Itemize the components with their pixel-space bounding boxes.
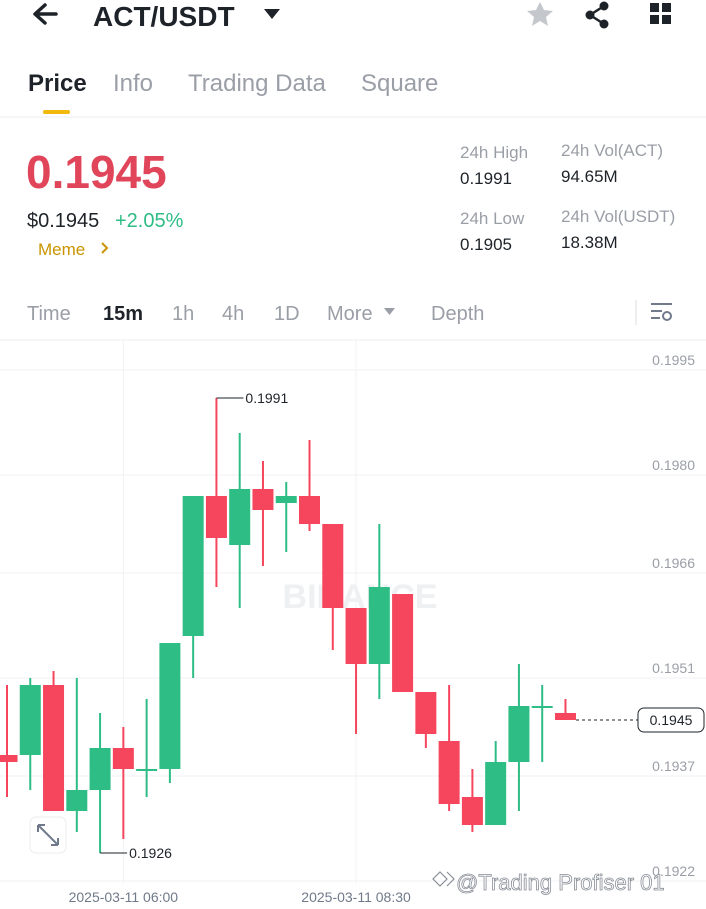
- candle-body: [392, 594, 414, 692]
- candle-body: [182, 496, 204, 636]
- tag-chevron[interactable]: [101, 242, 109, 254]
- more-dropdown[interactable]: [384, 308, 395, 315]
- tab[interactable]: Price: [28, 70, 87, 97]
- x-tick-label: 2025-03-11 08:30: [301, 889, 411, 904]
- candle-body: [485, 762, 507, 825]
- price-change: +2.05%: [115, 210, 184, 232]
- candle-body: [508, 706, 530, 762]
- candle-body: [136, 769, 158, 771]
- interval[interactable]: More: [327, 303, 373, 325]
- candle-body: [252, 489, 274, 510]
- pair-title[interactable]: ACT/USDT: [93, 1, 235, 32]
- back-button[interactable]: [33, 3, 58, 25]
- interval[interactable]: Time: [27, 303, 71, 325]
- stat-value: 0.1905: [460, 235, 512, 254]
- candle-body: [415, 692, 437, 734]
- interval[interactable]: Depth: [431, 303, 484, 325]
- pair-dropdown[interactable]: [264, 9, 280, 19]
- candle-body: [0, 755, 18, 762]
- y-tick-label: 0.1937: [652, 758, 695, 774]
- candle-body: [205, 496, 227, 538]
- expand-button[interactable]: [29, 816, 67, 854]
- favorite-star[interactable]: [527, 2, 553, 26]
- stat-value: 18.38M: [561, 233, 618, 252]
- current-price-label: 0.1945: [650, 712, 693, 728]
- tab[interactable]: Square: [361, 70, 438, 97]
- y-tick-label: 0.1980: [652, 457, 695, 473]
- stat-label: 24h Vol(ACT): [561, 141, 663, 160]
- candle-body: [229, 489, 251, 545]
- stat-value: 0.1991: [460, 169, 512, 188]
- share-button[interactable]: [585, 1, 609, 29]
- grid-menu[interactable]: [650, 3, 671, 24]
- tab[interactable]: Trading Data: [188, 70, 327, 97]
- candle-body: [531, 706, 553, 708]
- y-tick-label: 0.1922: [652, 863, 695, 879]
- candle-body: [461, 797, 483, 825]
- candle-body: [19, 685, 41, 755]
- candle-body: [299, 496, 321, 524]
- stat-label: 24h Low: [460, 209, 525, 228]
- low-annotation: 0.1926: [129, 845, 172, 861]
- interval[interactable]: 1h: [172, 303, 194, 325]
- interval[interactable]: 15m: [103, 303, 143, 325]
- candle-body: [438, 741, 460, 804]
- stat-label: 24h High: [460, 143, 528, 162]
- tab[interactable]: Info: [113, 70, 153, 97]
- candle-body: [368, 587, 390, 664]
- candle-body: [275, 496, 297, 503]
- watermark-logo: [432, 871, 455, 887]
- candle-body: [554, 713, 576, 720]
- y-tick-label: 0.1995: [652, 352, 695, 368]
- interval[interactable]: 4h: [222, 303, 244, 325]
- interval[interactable]: 1D: [274, 303, 300, 325]
- candlestick-chart: BINANCE0.19950.19800.19660.19510.19370.1…: [0, 340, 706, 905]
- candle-body: [89, 748, 111, 790]
- current-price-box: [637, 707, 705, 733]
- chart-settings[interactable]: [651, 303, 672, 321]
- tab-indicator: [43, 110, 70, 114]
- candle-body: [159, 643, 181, 769]
- stat-value: 94.65M: [561, 167, 618, 186]
- candle-body: [66, 790, 88, 811]
- usd-price: $0.1945: [27, 210, 99, 232]
- category-tag[interactable]: Meme: [38, 240, 85, 259]
- candle-body: [112, 748, 134, 769]
- watermark: @Trading Profiser 01: [456, 870, 665, 895]
- high-annotation: 0.1991: [245, 390, 288, 406]
- y-tick-label: 0.1966: [652, 555, 695, 571]
- candle-body: [345, 608, 367, 664]
- candle-body: [43, 685, 65, 811]
- last-price: 0.1945: [26, 146, 167, 198]
- stat-label: 24h Vol(USDT): [561, 207, 675, 226]
- candle-body: [322, 524, 344, 608]
- x-tick-label: 2025-03-11 06:00: [69, 889, 179, 904]
- y-tick-label: 0.1951: [652, 660, 695, 676]
